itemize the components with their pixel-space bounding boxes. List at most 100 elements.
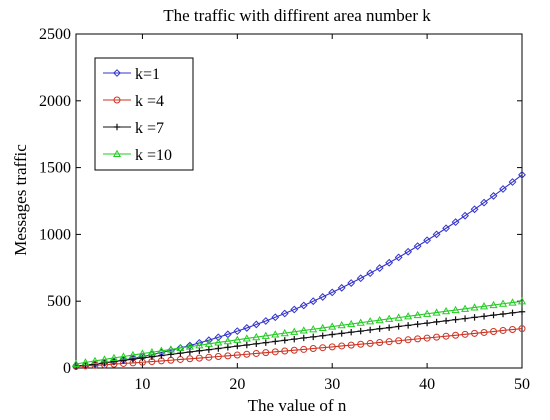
data-point bbox=[224, 344, 232, 351]
data-point bbox=[479, 302, 489, 310]
data-point bbox=[309, 297, 318, 306]
data-point bbox=[423, 319, 431, 327]
data-point bbox=[451, 218, 460, 227]
data-point bbox=[300, 334, 307, 342]
data-point bbox=[138, 349, 147, 357]
data-point bbox=[337, 283, 346, 292]
data-point bbox=[375, 264, 384, 272]
data-point bbox=[196, 347, 203, 354]
data-point bbox=[262, 339, 269, 346]
data-point bbox=[432, 308, 441, 316]
data-point bbox=[214, 333, 223, 342]
data-point bbox=[157, 346, 166, 354]
data-point bbox=[404, 322, 412, 329]
data-point bbox=[499, 326, 507, 334]
data-point bbox=[318, 293, 327, 301]
data-point bbox=[356, 318, 365, 326]
data-point bbox=[328, 288, 337, 297]
data-point bbox=[376, 338, 384, 346]
data-point bbox=[366, 326, 374, 334]
data-point bbox=[290, 305, 299, 314]
data-point bbox=[385, 324, 393, 331]
data-point bbox=[385, 258, 394, 267]
data-point bbox=[470, 303, 479, 311]
data-point bbox=[347, 341, 355, 349]
data-point bbox=[366, 339, 374, 347]
data-point bbox=[177, 349, 184, 357]
data-point bbox=[461, 330, 469, 338]
series-layer bbox=[71, 170, 527, 371]
data-point bbox=[338, 330, 345, 337]
data-point bbox=[413, 242, 422, 251]
data-point bbox=[291, 335, 298, 343]
data-point bbox=[120, 357, 127, 364]
data-point bbox=[347, 279, 356, 287]
x-tick-label: 40 bbox=[419, 376, 435, 393]
data-point bbox=[414, 320, 421, 328]
x-axis: 10 20 30 40 50 bbox=[134, 34, 530, 393]
data-point bbox=[498, 299, 508, 307]
legend-label: k =4 bbox=[135, 93, 164, 110]
data-point bbox=[509, 309, 516, 317]
data-point bbox=[442, 306, 451, 315]
data-point bbox=[328, 343, 336, 351]
x-tick-label: 50 bbox=[514, 376, 530, 393]
data-point bbox=[375, 315, 384, 324]
y-tick-label: 0 bbox=[63, 360, 71, 377]
series-line bbox=[75, 328, 523, 367]
data-point bbox=[271, 348, 279, 356]
data-point bbox=[233, 351, 241, 359]
data-point bbox=[224, 352, 232, 360]
x-axis-label: The value of n bbox=[248, 396, 347, 415]
data-point bbox=[271, 330, 280, 338]
data-point bbox=[309, 344, 317, 352]
legend-marker bbox=[112, 149, 122, 158]
data-point bbox=[480, 328, 488, 336]
data-point bbox=[480, 313, 488, 320]
data-point bbox=[91, 360, 99, 368]
data-point bbox=[243, 341, 251, 349]
y-tick-label: 1000 bbox=[39, 226, 71, 243]
data-point bbox=[451, 305, 460, 314]
data-point bbox=[470, 205, 479, 214]
data-point bbox=[253, 340, 260, 348]
data-point bbox=[215, 345, 222, 352]
data-point bbox=[109, 353, 119, 362]
data-point bbox=[423, 334, 431, 342]
data-point bbox=[280, 309, 289, 318]
data-point bbox=[233, 327, 242, 336]
data-point bbox=[299, 326, 308, 334]
data-point bbox=[328, 322, 337, 330]
data-point bbox=[280, 328, 289, 337]
data-point bbox=[347, 319, 356, 328]
data-point bbox=[234, 342, 241, 350]
data-point bbox=[110, 358, 118, 365]
legend-marker bbox=[113, 123, 121, 131]
data-point bbox=[214, 353, 222, 361]
legend-item: k=1 bbox=[103, 66, 160, 83]
data-point bbox=[433, 318, 440, 326]
data-point bbox=[147, 348, 156, 356]
data-point bbox=[518, 325, 526, 333]
data-point bbox=[347, 328, 355, 336]
legend-item: k =10 bbox=[103, 147, 172, 164]
data-point bbox=[252, 349, 260, 357]
data-point bbox=[517, 297, 527, 305]
legend-label: k =10 bbox=[135, 147, 172, 164]
data-point bbox=[432, 230, 441, 239]
data-point bbox=[128, 350, 137, 359]
data-point bbox=[357, 340, 365, 348]
data-point bbox=[414, 335, 422, 343]
data-point bbox=[404, 312, 413, 320]
data-point bbox=[461, 304, 470, 312]
data-point bbox=[395, 323, 402, 330]
series-3 bbox=[72, 308, 526, 370]
y-tick-label: 1500 bbox=[39, 160, 71, 177]
data-point bbox=[518, 170, 526, 179]
legend-box bbox=[94, 57, 194, 171]
data-point bbox=[338, 342, 346, 350]
data-point bbox=[205, 353, 213, 361]
data-point bbox=[261, 331, 270, 339]
data-point bbox=[442, 332, 450, 340]
